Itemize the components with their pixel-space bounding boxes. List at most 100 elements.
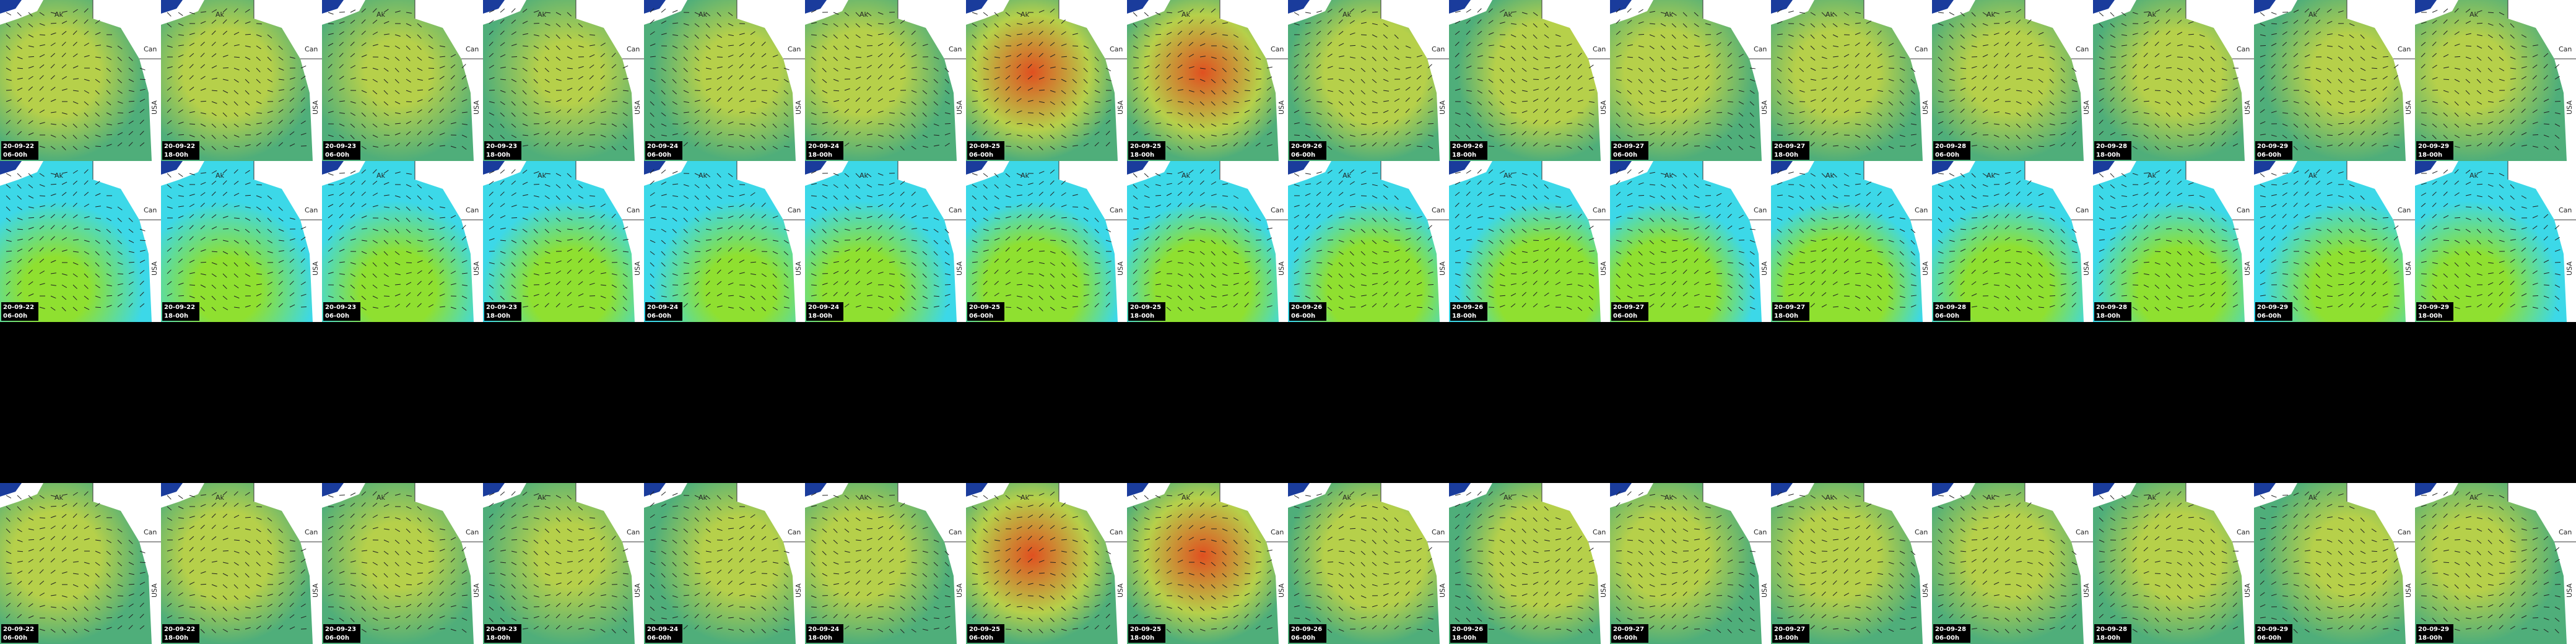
wind-arrow — [522, 144, 528, 147]
wind-arrow — [1027, 75, 1033, 80]
wind-arrow — [533, 56, 539, 61]
wind-arrow — [772, 134, 778, 139]
label-usa: USA — [1921, 100, 1930, 115]
wind-arrow — [844, 98, 850, 102]
wind-arrow — [672, 79, 677, 84]
wind-arrow — [611, 146, 616, 150]
wind-arrow — [394, 45, 400, 50]
wind-arrow — [2271, 53, 2276, 58]
time: 18-00h — [164, 313, 188, 320]
wind-arrow — [2393, 86, 2398, 91]
wind-arrow — [1843, 64, 1849, 69]
wind-arrow — [1866, 20, 1872, 24]
wind-arrow — [72, 90, 79, 92]
wind-arrow — [1660, 67, 1666, 72]
wind-arrow — [1888, 101, 1894, 106]
wind-arrow — [2326, 101, 2332, 106]
wind-arrow — [972, 79, 978, 82]
wind-arrow — [339, 88, 345, 91]
wind-arrow — [200, 88, 206, 91]
wind-arrow — [1660, 45, 1665, 50]
wind-arrow — [39, 146, 45, 148]
wind-arrow — [555, 56, 561, 61]
wind-arrow — [1383, 79, 1389, 82]
wind-arrow — [822, 34, 828, 38]
wind-arrow — [1671, 109, 1677, 113]
wind-arrow — [1960, 120, 1965, 124]
wind-arrow — [544, 12, 551, 14]
time: 06-00h — [1613, 313, 1637, 320]
wind-arrow — [200, 76, 206, 80]
wind-arrow — [1222, 90, 1227, 95]
wind-arrow — [1027, 64, 1032, 69]
wind-arrow — [1188, 134, 1193, 139]
wind-arrow — [2360, 45, 2365, 50]
wind-arrow — [178, 75, 183, 80]
wind-arrow — [1982, 75, 1987, 80]
wind-arrow — [544, 142, 549, 147]
wind-arrow — [1488, 67, 1494, 71]
wind-arrow — [2177, 56, 2183, 58]
wind-arrow — [489, 53, 494, 58]
wind-arrow — [1094, 56, 1099, 61]
wind-arrow — [189, 12, 195, 14]
wind-arrow — [1616, 123, 1621, 128]
wind-arrow — [1144, 65, 1150, 69]
wind-arrow — [650, 134, 655, 139]
wind-arrow — [1372, 131, 1377, 136]
wind-arrow — [1133, 56, 1139, 59]
wind-arrow — [1777, 56, 1783, 60]
wind-arrow — [339, 100, 345, 102]
wind-arrow — [1705, 86, 1710, 91]
wind-arrow — [1521, 142, 1526, 147]
wind-arrow — [1294, 44, 1300, 46]
wind-arrow — [406, 67, 411, 72]
wind-arrow — [267, 131, 272, 136]
wind-arrow — [877, 75, 882, 80]
wind-arrow — [2360, 99, 2366, 102]
wind-arrow — [1360, 67, 1365, 72]
wind-arrow — [900, 20, 905, 24]
label-usa: USA — [794, 100, 803, 115]
wind-arrow — [233, 67, 240, 71]
wind-arrow — [811, 133, 817, 136]
wind-arrow — [1888, 79, 1894, 82]
wind-arrow — [822, 23, 828, 25]
wind-arrow — [1777, 33, 1783, 35]
wind-arrow — [1360, 45, 1367, 48]
wind-arrow — [106, 295, 113, 297]
wind-arrow — [1349, 123, 1355, 127]
wind-arrow — [1660, 34, 1666, 39]
wind-arrow — [50, 64, 55, 69]
label-usa: USA — [1760, 100, 1769, 115]
wind-arrow — [1477, 112, 1482, 117]
wind-arrow — [1832, 120, 1838, 124]
wind-arrow — [661, 90, 666, 95]
wind-arrow — [1016, 98, 1022, 102]
wind-arrow — [1993, 12, 1999, 14]
wind-arrow — [278, 98, 284, 102]
wind-arrow — [1294, 110, 1300, 113]
label-ak: Ak — [1342, 11, 1352, 19]
wind-arrow — [406, 142, 411, 147]
wind-arrow — [1938, 67, 1943, 72]
wind-arrow — [2154, 9, 2160, 13]
label-ak: Ak — [1986, 11, 1996, 19]
wind-arrow — [1144, 12, 1149, 17]
wind-arrow — [2060, 101, 2066, 104]
wind-arrow — [450, 122, 456, 124]
wind-arrow — [1027, 134, 1033, 139]
wind-arrow — [1855, 12, 1861, 14]
wind-arrow — [2338, 67, 2343, 72]
wind-arrow — [2554, 100, 2561, 102]
wind-arrow — [1499, 79, 1504, 84]
wind-arrow — [1938, 12, 1944, 14]
wind-arrow — [1316, 20, 1322, 24]
wind-arrow — [95, 112, 100, 117]
wind-arrow — [2027, 30, 2032, 35]
wind-arrow — [1255, 108, 1260, 113]
wind-arrow — [84, 19, 89, 24]
date: 20-09-23 — [486, 304, 517, 311]
wind-arrow — [106, 144, 112, 147]
wind-arrow — [1544, 45, 1550, 49]
